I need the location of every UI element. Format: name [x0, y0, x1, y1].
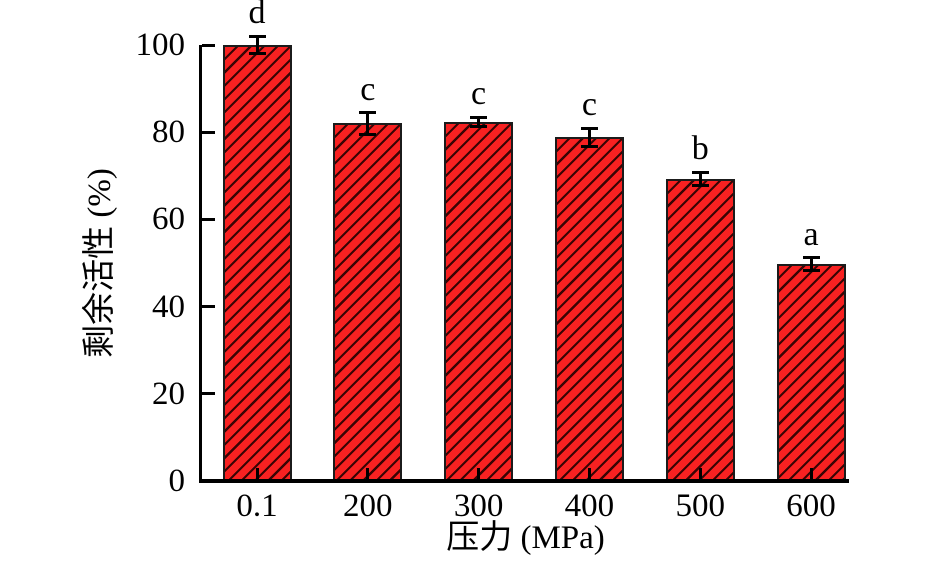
error-bar-cap [691, 170, 709, 174]
bar [222, 45, 292, 481]
plot-area: 0 20 40 60 80 100 d 0.1 c 200 c 300 c 400 b 500 a 600 [136, 0, 849, 524]
x-tick [477, 468, 481, 481]
x-tick-label: 300 [453, 488, 504, 524]
error-bar-cap [470, 115, 488, 119]
x-axis-title: 压力 (MPa) [446, 520, 605, 556]
x-tick [587, 468, 591, 481]
x-tick [809, 468, 813, 481]
y-tick-label: 20 [152, 375, 185, 412]
error-bar-cap [802, 256, 820, 260]
error-bar-cap [248, 52, 266, 56]
y-tick [202, 217, 215, 221]
bar [554, 137, 624, 481]
significance-letter: a [803, 215, 819, 253]
error-bar-cap [359, 132, 377, 136]
y-axis-title: 剩余活性 (%) [82, 168, 118, 358]
significance-letter: b [691, 130, 709, 168]
y-tick-label: 0 [168, 463, 186, 499]
y-tick-label: 40 [152, 288, 185, 325]
error-bar-cap [580, 145, 598, 149]
y-tick-label: 60 [152, 201, 185, 238]
significance-letter: c [471, 75, 487, 113]
x-tick [255, 468, 259, 481]
error-bar [587, 128, 591, 147]
error-bar-cap [580, 126, 598, 130]
bar [665, 178, 735, 481]
bar [776, 264, 846, 481]
x-tick-label: 600 [786, 488, 836, 524]
error-bar [698, 172, 702, 186]
y-tick [202, 392, 215, 396]
error-bar [255, 36, 259, 54]
x-tick [698, 468, 702, 481]
y-tick [202, 479, 215, 483]
y-tick-label: 100 [135, 27, 186, 63]
y-tick-label: 80 [152, 114, 185, 151]
x-tick [366, 468, 370, 481]
error-bar [477, 117, 481, 127]
significance-letter: c [581, 86, 597, 124]
error-bar-cap [359, 111, 377, 115]
x-tick-label: 0.1 [236, 488, 278, 524]
error-bar-cap [802, 269, 820, 273]
significance-letter: c [360, 70, 376, 108]
bar [444, 122, 514, 481]
y-tick [202, 130, 215, 134]
x-axis-line [199, 479, 849, 483]
error-bar-cap [470, 125, 488, 129]
x-tick-label: 500 [675, 488, 725, 524]
error-bar [366, 112, 370, 135]
y-tick [202, 305, 215, 309]
error-bar-cap [691, 183, 709, 187]
significance-letter: d [248, 0, 266, 32]
bar [333, 123, 403, 481]
error-bar-cap [248, 34, 266, 38]
y-axis-line [199, 45, 202, 481]
error-bar [809, 257, 813, 271]
x-tick-label: 200 [343, 488, 393, 524]
y-tick [202, 43, 215, 47]
x-tick-label: 400 [564, 488, 615, 524]
